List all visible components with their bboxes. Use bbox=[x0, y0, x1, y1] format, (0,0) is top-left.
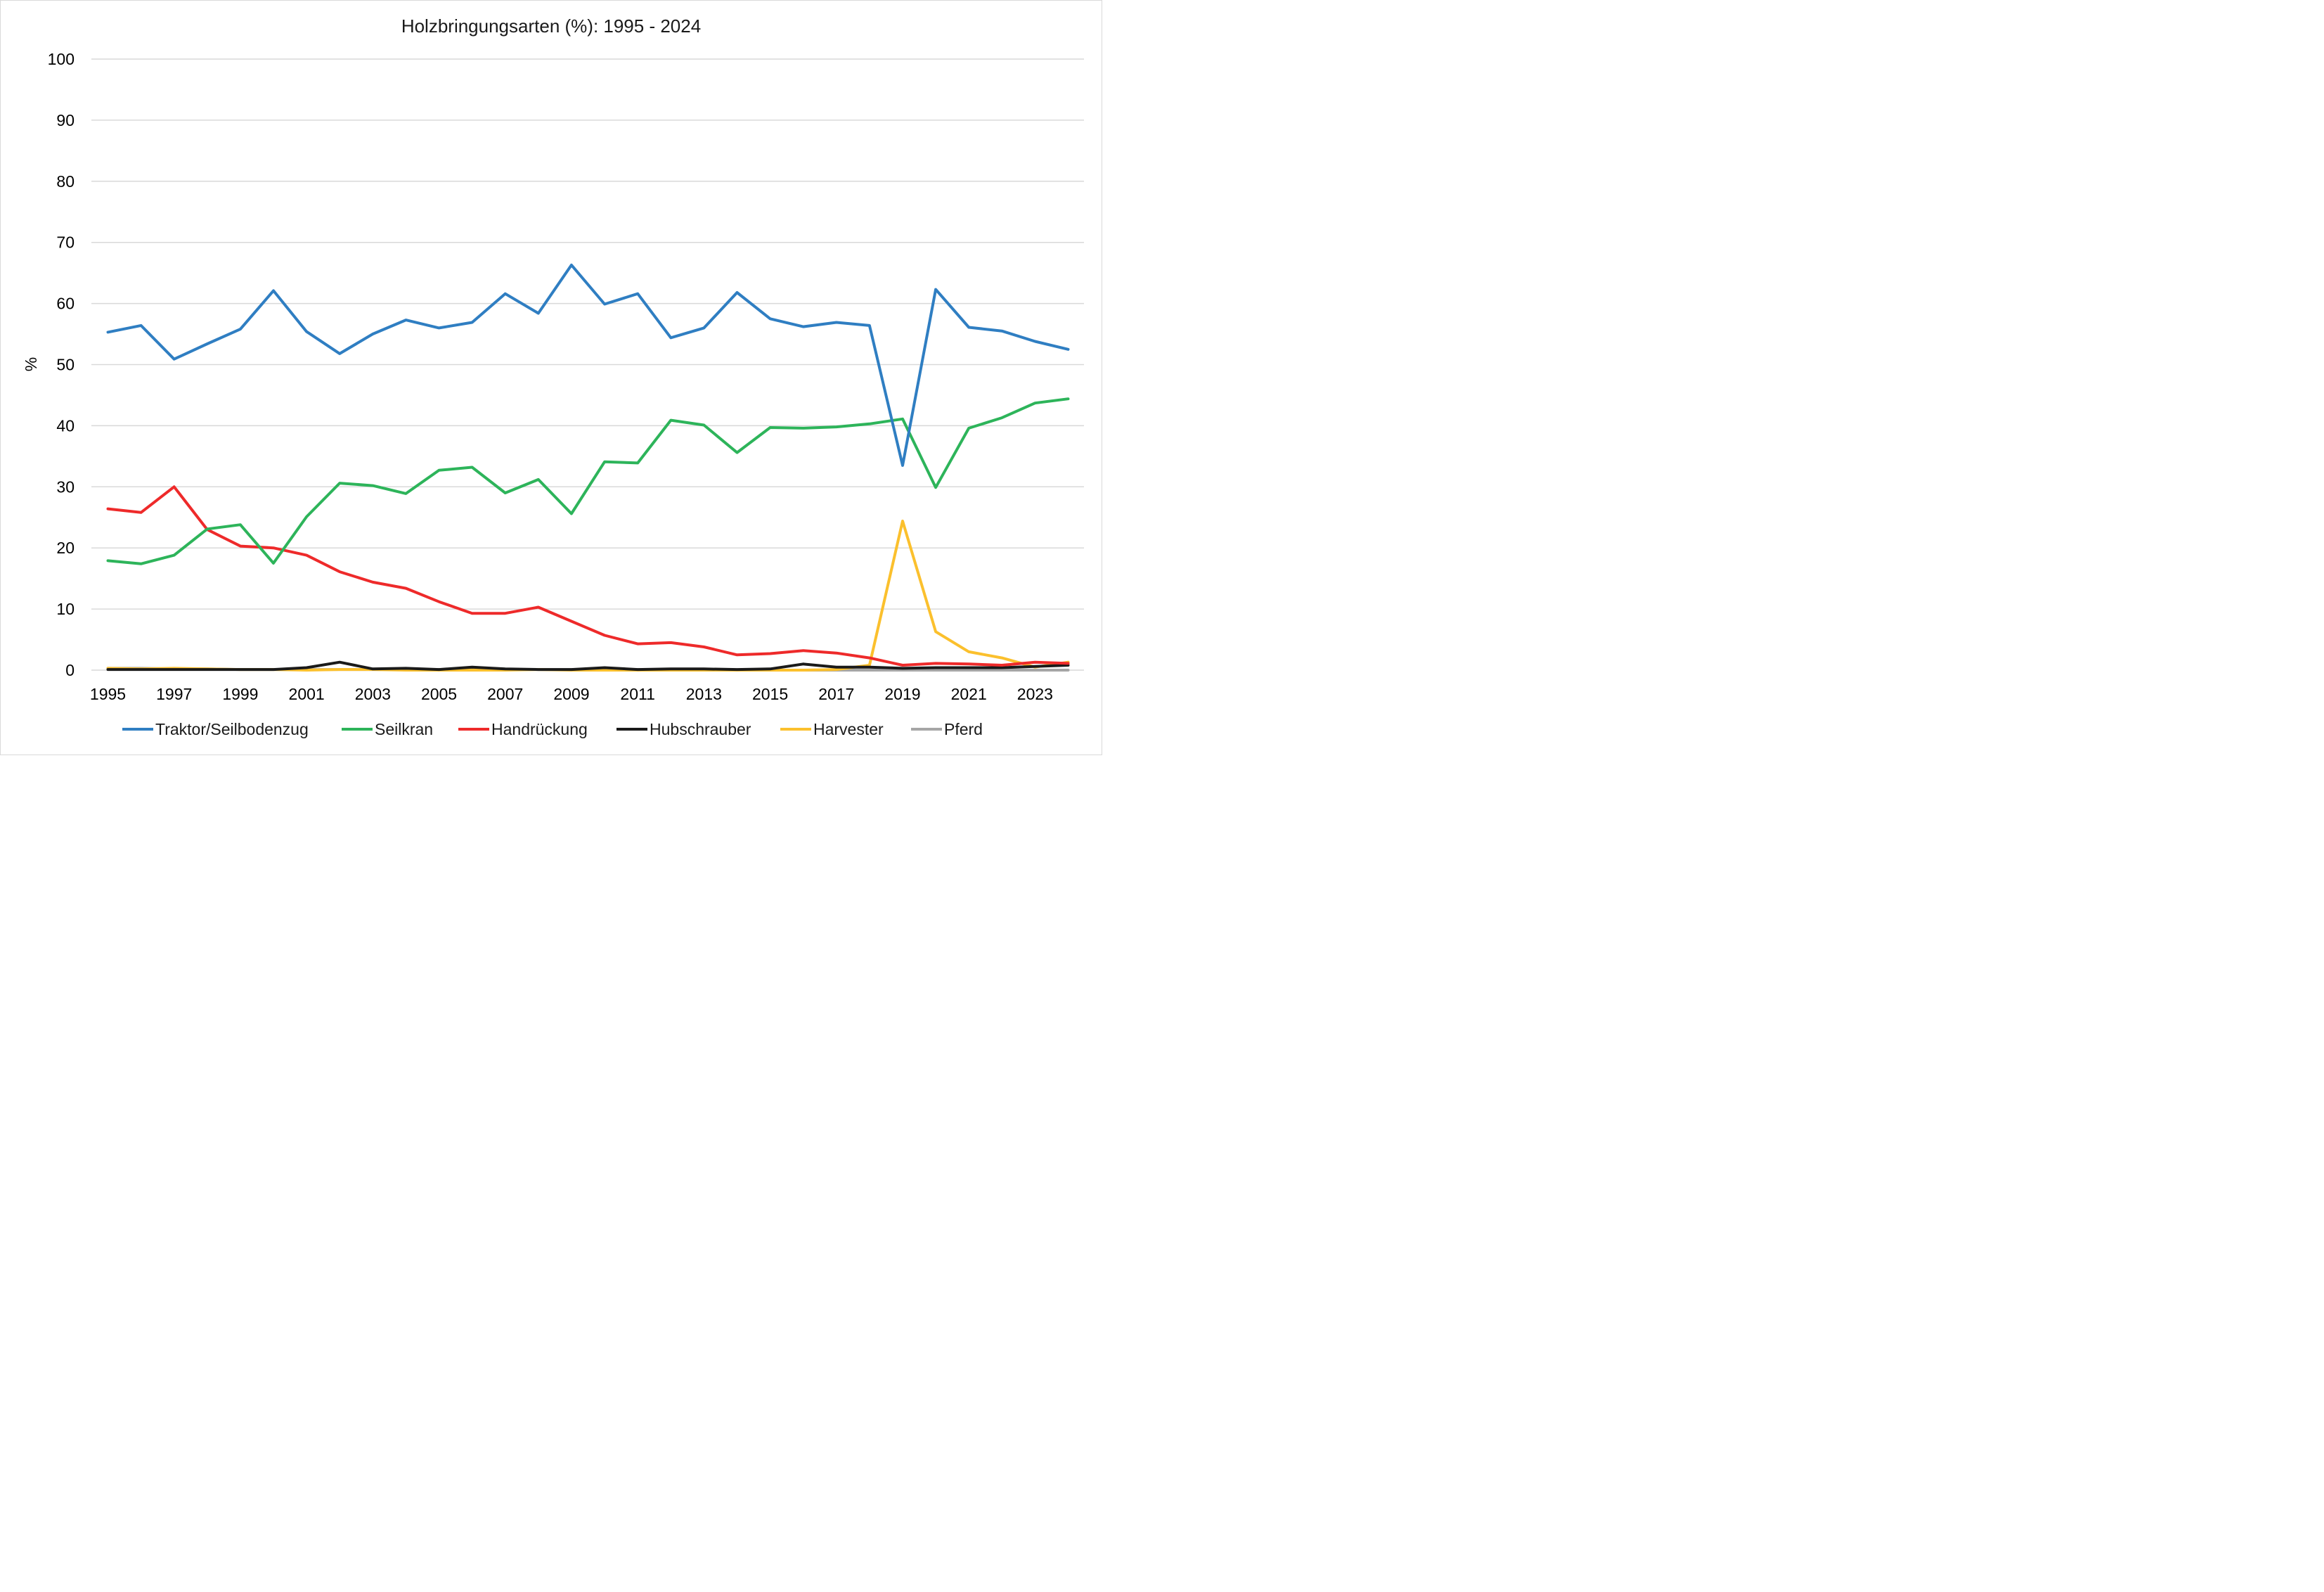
x-tick-label: 1999 bbox=[222, 685, 258, 703]
x-tick-label: 1995 bbox=[90, 685, 126, 703]
y-axis-ticks: 0 10 20 30 40 50 60 70 80 90 100 bbox=[48, 50, 75, 679]
x-tick-label: 2023 bbox=[1017, 685, 1053, 703]
y-tick-label: 100 bbox=[48, 50, 75, 68]
x-tick-label: 2013 bbox=[686, 685, 722, 703]
y-tick-label: 30 bbox=[56, 477, 75, 496]
series-line-traktor-seilbodenzug bbox=[106, 263, 1070, 467]
y-tick-label: 80 bbox=[56, 172, 75, 191]
y-tick-label: 70 bbox=[56, 233, 75, 252]
legend-item: Harvester bbox=[780, 720, 884, 738]
legend-label: Hubschrauber bbox=[650, 720, 751, 738]
x-axis-ticks: 1995 1997 1999 2001 2003 2005 2007 2009 2011 2013… bbox=[90, 685, 1053, 703]
legend-label: Pferd bbox=[944, 720, 983, 738]
series-line-hubschrauber bbox=[106, 660, 1070, 672]
series-lines bbox=[106, 263, 1070, 672]
x-tick-label: 2011 bbox=[620, 685, 654, 703]
legend-item: Traktor/Seilbodenzug bbox=[122, 720, 309, 738]
x-tick-label: 1997 bbox=[156, 685, 192, 703]
x-tick-label: 2001 bbox=[289, 685, 325, 703]
legend-label: Traktor/Seilbodenzug bbox=[155, 720, 309, 738]
y-tick-label: 10 bbox=[56, 600, 75, 618]
legend-item: Hubschrauber bbox=[616, 720, 751, 738]
legend: Traktor/Seilbodenzug Seilkran Handrückung H… bbox=[122, 720, 983, 738]
y-axis-label: % bbox=[22, 357, 40, 371]
y-tick-label: 20 bbox=[56, 539, 75, 557]
series-line-handr-ckung bbox=[106, 485, 1070, 667]
y-tick-label: 0 bbox=[65, 661, 75, 679]
y-tick-label: 40 bbox=[56, 416, 75, 435]
line-chart: Holzbringungsarten (%): 1995 - 2024 0 10 2… bbox=[22, 15, 1084, 738]
x-tick-label: 2003 bbox=[355, 685, 391, 703]
legend-item: Handrückung bbox=[458, 720, 588, 738]
y-tick-label: 60 bbox=[56, 295, 75, 313]
legend-label: Seilkran bbox=[375, 720, 433, 738]
legend-item: Pferd bbox=[911, 720, 983, 738]
y-tick-label: 90 bbox=[56, 111, 75, 129]
x-tick-label: 2005 bbox=[421, 685, 457, 703]
x-tick-label: 2009 bbox=[553, 685, 589, 703]
x-tick-label: 2007 bbox=[487, 685, 523, 703]
x-tick-label: 2015 bbox=[752, 685, 788, 703]
series-line-seilkran bbox=[106, 397, 1070, 565]
x-tick-label: 2017 bbox=[818, 685, 854, 703]
x-tick-label: 2019 bbox=[884, 685, 920, 703]
legend-label: Harvester bbox=[813, 720, 884, 738]
chart-title: Holzbringungsarten (%): 1995 - 2024 bbox=[401, 15, 701, 37]
legend-label: Handrückung bbox=[491, 720, 588, 738]
legend-item: Seilkran bbox=[342, 720, 433, 738]
series-line-harvester bbox=[106, 520, 1070, 672]
x-tick-label: 2021 bbox=[951, 685, 987, 703]
y-tick-label: 50 bbox=[56, 356, 75, 374]
